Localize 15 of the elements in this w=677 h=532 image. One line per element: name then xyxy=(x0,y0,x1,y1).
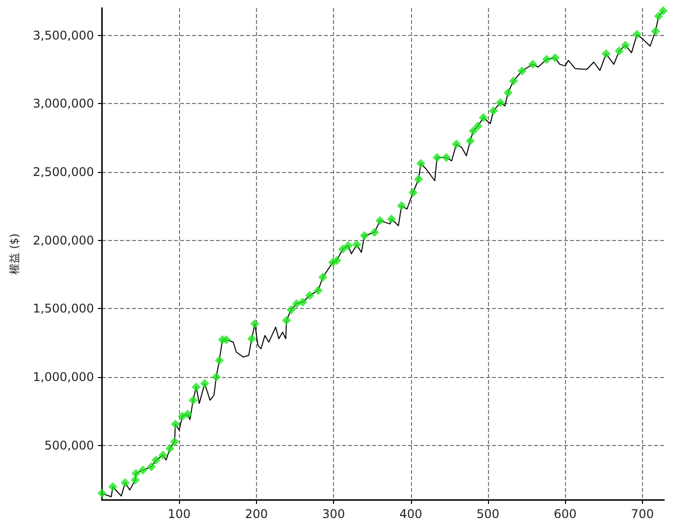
y-tick-label: 1,500,000 xyxy=(32,302,94,316)
x-tick-label: 600 xyxy=(554,507,577,521)
x-tick-label: 400 xyxy=(399,507,422,521)
y-tick-label: 2,500,000 xyxy=(32,165,94,179)
y-tick-label: 3,000,000 xyxy=(32,96,94,111)
x-tick-label: 700 xyxy=(630,507,654,521)
y-tick-label: 2,000,000 xyxy=(32,233,94,248)
x-tick-label: 300 xyxy=(322,507,346,521)
y-tick-label: 1,000,000 xyxy=(32,370,94,384)
x-tick-label: 200 xyxy=(244,507,268,521)
x-tick-label: 100 xyxy=(168,507,191,521)
y-tick-label: 500,000 xyxy=(44,438,94,452)
y-tick-label: 3,500,000 xyxy=(32,28,94,42)
x-tick-label: 500 xyxy=(476,507,500,521)
y-axis-title: 權益 ($) xyxy=(8,233,21,275)
